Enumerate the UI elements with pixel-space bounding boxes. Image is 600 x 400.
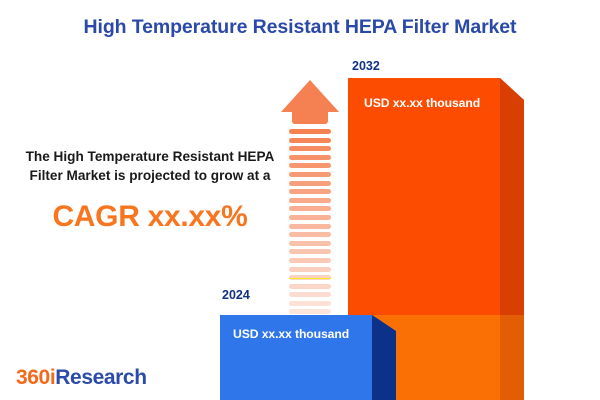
arrow-bar-segment — [289, 137, 331, 143]
arrow-bar-segment — [289, 223, 331, 229]
arrow-bar-segment — [289, 240, 331, 246]
logo-text-360i: 360i — [16, 366, 56, 389]
arrow-bar-segment — [289, 171, 331, 177]
arrow-bar-segment — [289, 206, 331, 212]
arrow-bar-segment — [289, 300, 331, 306]
arrow-bar-segment — [289, 129, 331, 134]
arrow-bar-segment — [289, 275, 331, 281]
arrow-bar-segment — [289, 214, 331, 220]
bar-2024-year-label: 2024 — [222, 288, 250, 302]
arrow-bar-segment — [289, 197, 331, 203]
bar-2024 — [220, 315, 396, 400]
growth-arrow-icon — [281, 80, 339, 349]
arrow-neck-icon — [292, 112, 328, 124]
arrow-bar-segment — [289, 309, 331, 315]
arrow-bar-segment — [289, 266, 331, 272]
bar-2032-side-face — [500, 78, 524, 400]
arrow-tick-line-icon — [289, 278, 331, 279]
arrow-bar-segment — [289, 292, 331, 298]
arrow-bar-segment — [289, 189, 331, 195]
arrow-bar-segment — [289, 249, 331, 255]
bar-2024-side-face — [372, 315, 396, 400]
brand-logo: 360iResearch — [16, 366, 147, 390]
bar-2024-front-face — [220, 315, 372, 400]
arrow-head-icon — [281, 80, 339, 112]
arrow-bar-segment — [289, 257, 331, 263]
arrow-bar-segment — [289, 283, 331, 289]
arrow-bar-segment — [289, 180, 331, 186]
market-statement-text: The High Temperature Resistant HEPA Filt… — [25, 149, 275, 183]
bar-2024-value-label: USD xx.xx thousand — [233, 327, 350, 341]
arrow-bar-segment — [289, 154, 331, 160]
arrow-bar-segment — [289, 163, 331, 169]
arrow-bar-segment — [289, 232, 331, 238]
page-title: High Temperature Resistant HEPA Filter M… — [83, 16, 517, 38]
logo-text-research: Research — [55, 366, 147, 389]
bar-2032-year-label: 2032 — [352, 59, 380, 73]
bar-2032-value-label: USD xx.xx thousand — [364, 96, 481, 110]
arrow-bar-segment — [289, 146, 331, 152]
cagr-value: CAGR xx.xx% — [52, 200, 248, 233]
